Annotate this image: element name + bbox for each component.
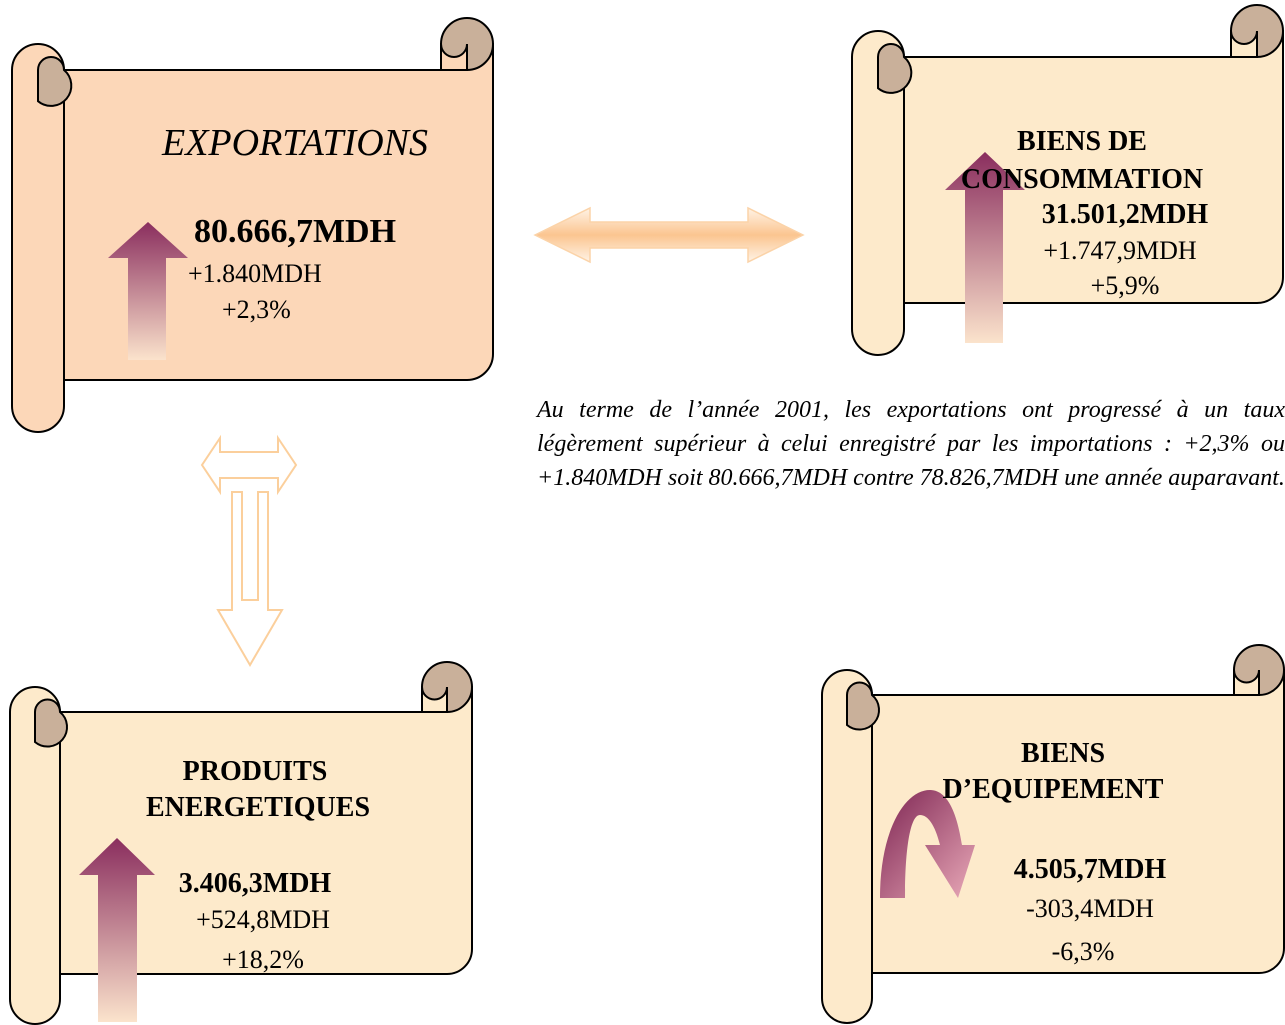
rate: +2,3% [222,295,291,324]
scroll-title: BIENS [1021,738,1105,769]
rate: -6,3% [1052,937,1115,966]
change: +1.747,9MDH [1043,236,1197,265]
scroll-title: BIENS DE [1017,126,1147,157]
amount: 4.505,7MDH [1014,854,1167,885]
scroll-title: ENERGETIQUES [146,792,370,823]
change: +1.840MDH [188,259,322,288]
scroll-left-curl [878,44,911,93]
amount: 3.406,3MDH [179,868,332,899]
scroll-left-curl [38,57,71,106]
scroll-title: D’EQUIPEMENT [943,774,1164,805]
change: +524,8MDH [196,905,330,934]
rate: +18,2% [222,945,304,974]
scroll-left-curl [35,700,67,747]
amount: 80.666,7MDH [194,213,396,250]
double-arrow [535,208,803,262]
scroll-left-curl [847,683,879,730]
diagram: EXPORTATIONS 80.666,7MDH +1.840MDH +2,3% BIE… [0,0,1285,1025]
scroll-title: CONSOMMATION [961,164,1203,195]
rate: +5,9% [1091,271,1160,300]
change: -303,4MDH [1026,894,1154,923]
branch-arrow [202,438,296,665]
page: EXPORTATIONS 80.666,7MDH +1.840MDH +2,3% BIE… [0,0,1285,1025]
scroll-sheet [38,44,493,380]
scroll-title: PRODUITS [183,756,328,787]
scroll-title: EXPORTATIONS [161,122,428,164]
note: Au terme de l’année 2001, les exportatio… [537,393,1285,495]
amount: 31.501,2MDH [1042,199,1209,230]
